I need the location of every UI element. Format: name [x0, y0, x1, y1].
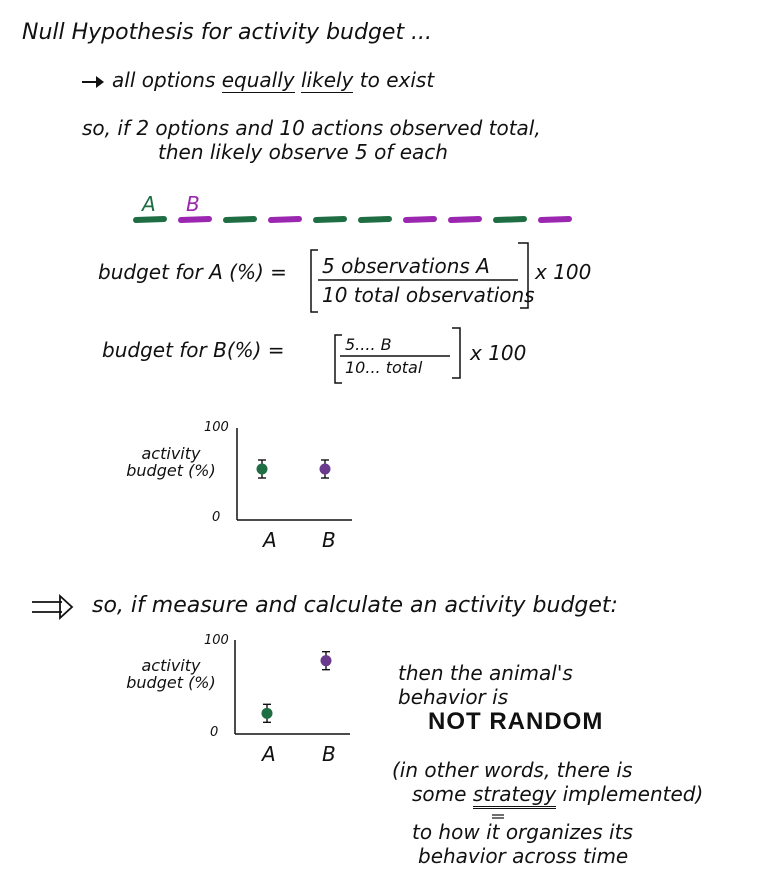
- arrow-right-icon: [82, 76, 104, 88]
- implies-arrow-icon: [32, 593, 74, 621]
- chart2-ytick-0: 0: [210, 725, 219, 740]
- data-point-a: [256, 463, 268, 475]
- chart1-ytick-0: 0: [212, 510, 221, 525]
- in-other-words-line-3: to how it organizes its: [412, 820, 633, 844]
- sequence-dash-b: [538, 216, 572, 223]
- chart2-xtick-b: B: [322, 742, 336, 766]
- formula-a-brackets: [310, 242, 529, 313]
- underlined-likely: likely: [301, 68, 354, 93]
- then-line-1: then the animal's: [398, 661, 573, 685]
- page-title: Null Hypothesis for activity budget ...: [22, 20, 433, 45]
- point-equally-likely: all options equally likely to exist: [112, 68, 435, 93]
- in-other-words-line-2: some strategy implemented): [412, 782, 703, 809]
- formula-b-lhs: budget for B(%) =: [102, 338, 285, 362]
- chart2-xtick-a: A: [262, 742, 276, 766]
- formula-a-numerator: 5 observations A: [322, 254, 490, 278]
- so-line-2: then likely observe 5 of each: [158, 140, 448, 164]
- in-other-words-line-4: behavior across time: [418, 844, 629, 868]
- underlined-strategy: strategy: [472, 782, 557, 809]
- sequence-dash-a: [223, 216, 257, 223]
- chart2-ytick-100: 100: [204, 633, 229, 648]
- it-underline: [492, 814, 504, 819]
- underlined-equally: equally: [221, 68, 295, 93]
- chart2-marks: [261, 650, 332, 724]
- sequence-dash-a: [493, 216, 527, 223]
- data-point-b: [319, 463, 331, 475]
- conclusion-intro: so, if measure and calculate an activity…: [92, 593, 618, 618]
- so-line-1: so, if 2 options and 10 actions observed…: [82, 116, 541, 140]
- formula-b-brackets: [334, 327, 461, 384]
- data-point-a: [261, 707, 273, 719]
- in-other-words-line-1: (in other words, there is: [392, 758, 633, 782]
- chart1-axes: [236, 428, 352, 521]
- sequence-dash-b: [448, 216, 482, 223]
- chart2-axes: [234, 640, 350, 735]
- sequence-dash-a: [358, 216, 392, 223]
- formula-a-denominator: 10 total observations: [322, 283, 535, 307]
- sequence-dash-a: [313, 216, 347, 223]
- sequence-dash-b: [178, 216, 212, 223]
- chart1-xtick-a: A: [263, 528, 277, 552]
- label-b: B: [186, 192, 200, 216]
- formula-b-denominator: 10... total: [345, 358, 423, 377]
- chart1-ytick-100: 100: [204, 420, 229, 435]
- sequence-dash-a: [133, 216, 167, 223]
- formula-a-multiplier: x 100: [535, 260, 592, 284]
- sequence-dash-b: [403, 216, 437, 223]
- then-line-2: behavior is: [398, 685, 509, 709]
- formula-b-numerator: 5.... B: [345, 335, 392, 354]
- data-point-b: [320, 655, 332, 667]
- chart1-xtick-b: B: [322, 528, 336, 552]
- sequence-dash-b: [268, 216, 302, 223]
- chart1-marks: [256, 459, 331, 479]
- observation-sequence: [133, 216, 572, 223]
- chart2-ylabel: activity budget (%): [126, 656, 216, 692]
- formula-a-lhs: budget for A (%) =: [98, 260, 287, 284]
- not-random-heading: NOT RANDOM: [428, 708, 604, 735]
- formula-b-multiplier: x 100: [470, 341, 527, 365]
- label-a: A: [142, 192, 156, 216]
- chart1-ylabel: activity budget (%): [126, 444, 216, 480]
